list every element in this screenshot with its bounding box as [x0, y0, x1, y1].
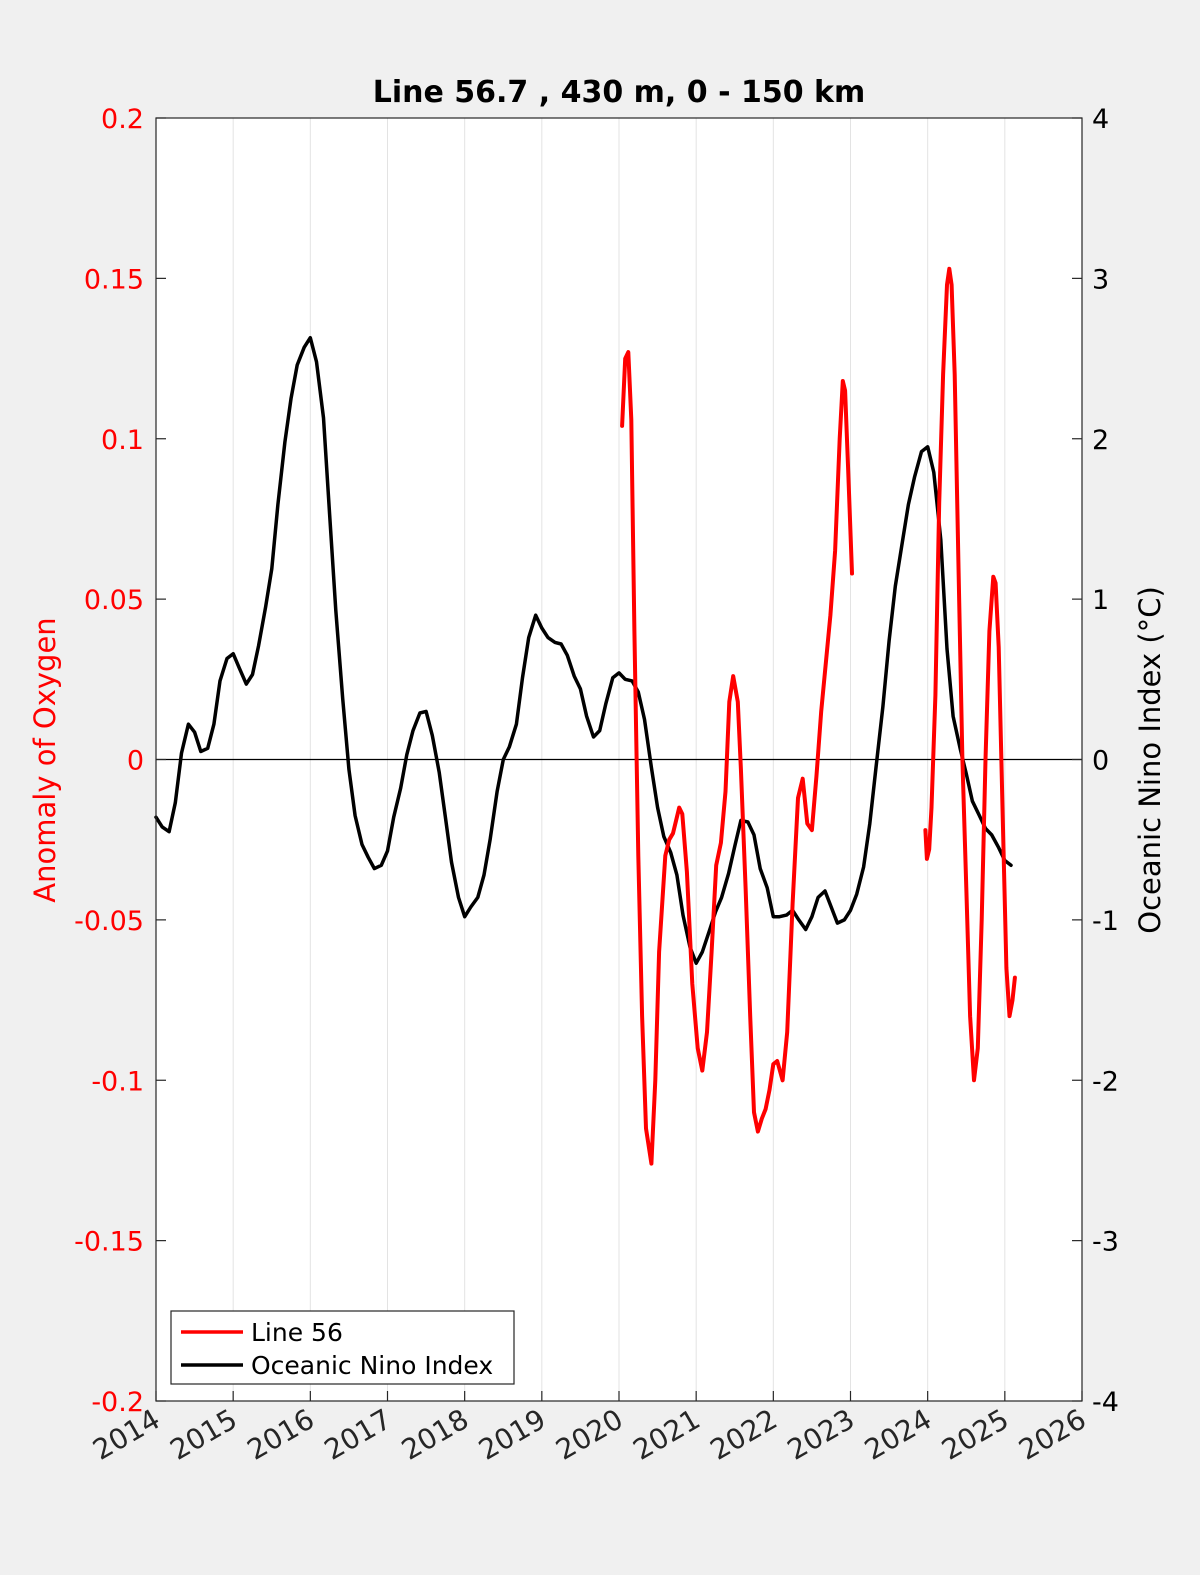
legend: Line 56 Oceanic Nino Index — [170, 1310, 515, 1385]
left-y-tick-label: -0.05 — [74, 906, 144, 937]
series-layer — [154, 266, 1017, 1166]
series-line-oceanic-nino-index — [154, 335, 1013, 965]
right-axis-label: Oceanic Nino Index (°C) — [1133, 586, 1167, 934]
left-y-tick-label: 0.15 — [84, 264, 144, 295]
legend-label-oni: Oceanic Nino Index — [251, 1351, 493, 1380]
right-y-tick-label: 0 — [1092, 746, 1109, 777]
right-y-tick-label: -1 — [1092, 906, 1119, 937]
left-y-tick-label: 0.2 — [101, 104, 144, 135]
left-y-tick-label: 0.05 — [84, 585, 144, 616]
right-y-tick-label: -4 — [1092, 1387, 1119, 1418]
legend-label-line56: Line 56 — [251, 1318, 343, 1347]
left-axis-label: Anomaly of Oxygen — [28, 617, 62, 902]
left-y-tick-label: -0.1 — [91, 1066, 144, 1097]
left-y-tick-label: -0.15 — [74, 1227, 144, 1258]
left-y-tick-label: 0 — [127, 746, 144, 777]
series-line-line56-segment-2 — [923, 266, 1017, 1083]
right-y-tick-label: 1 — [1092, 585, 1109, 616]
left-axis-ticks: 0.2 0.15 0.1 0.05 0 -0.05 -0.1 -0.15 -0.2 — [74, 104, 166, 1418]
left-y-tick-label: 0.1 — [101, 425, 144, 456]
chart-title: Line 56.7 , 430 m, 0 - 150 km — [373, 75, 866, 110]
left-y-tick-label: -0.2 — [91, 1387, 144, 1418]
series-line-line56-segment-1 — [620, 350, 854, 1166]
right-y-tick-label: -2 — [1092, 1066, 1119, 1097]
right-y-tick-label: 2 — [1092, 425, 1109, 456]
right-y-tick-label: 4 — [1092, 104, 1109, 135]
legend-box — [170, 1310, 515, 1385]
right-axis-ticks: 4 3 2 1 0 -1 -2 -3 -4 — [1072, 104, 1119, 1418]
right-y-tick-label: 3 — [1092, 264, 1109, 295]
right-y-tick-label: -3 — [1092, 1227, 1119, 1258]
